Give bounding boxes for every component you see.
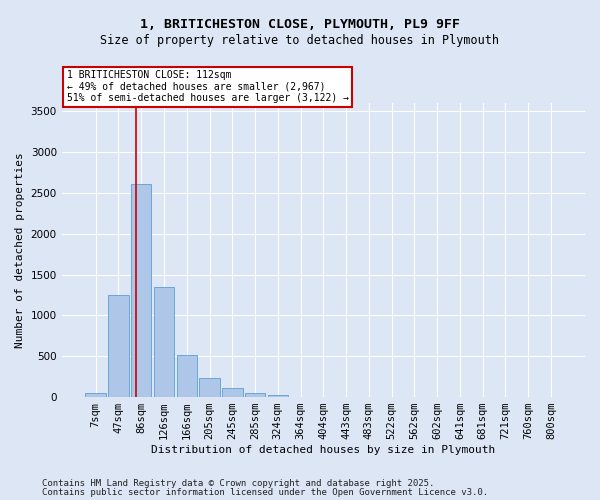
Text: 1 BRITICHESTON CLOSE: 112sqm
← 49% of detached houses are smaller (2,967)
51% of: 1 BRITICHESTON CLOSE: 112sqm ← 49% of de… <box>67 70 349 103</box>
Text: Contains public sector information licensed under the Open Government Licence v3: Contains public sector information licen… <box>42 488 488 497</box>
Bar <box>154 287 174 397</box>
Bar <box>222 388 242 397</box>
Text: Contains HM Land Registry data © Crown copyright and database right 2025.: Contains HM Land Registry data © Crown c… <box>42 478 434 488</box>
Y-axis label: Number of detached properties: Number of detached properties <box>15 152 25 348</box>
Bar <box>85 393 106 397</box>
Text: Size of property relative to detached houses in Plymouth: Size of property relative to detached ho… <box>101 34 499 47</box>
Bar <box>245 392 265 397</box>
Bar <box>268 395 288 397</box>
Bar <box>176 356 197 397</box>
Bar <box>108 295 129 397</box>
Text: 1, BRITICHESTON CLOSE, PLYMOUTH, PL9 9FF: 1, BRITICHESTON CLOSE, PLYMOUTH, PL9 9FF <box>140 18 460 30</box>
Bar <box>199 378 220 397</box>
X-axis label: Distribution of detached houses by size in Plymouth: Distribution of detached houses by size … <box>151 445 496 455</box>
Bar <box>131 184 151 397</box>
